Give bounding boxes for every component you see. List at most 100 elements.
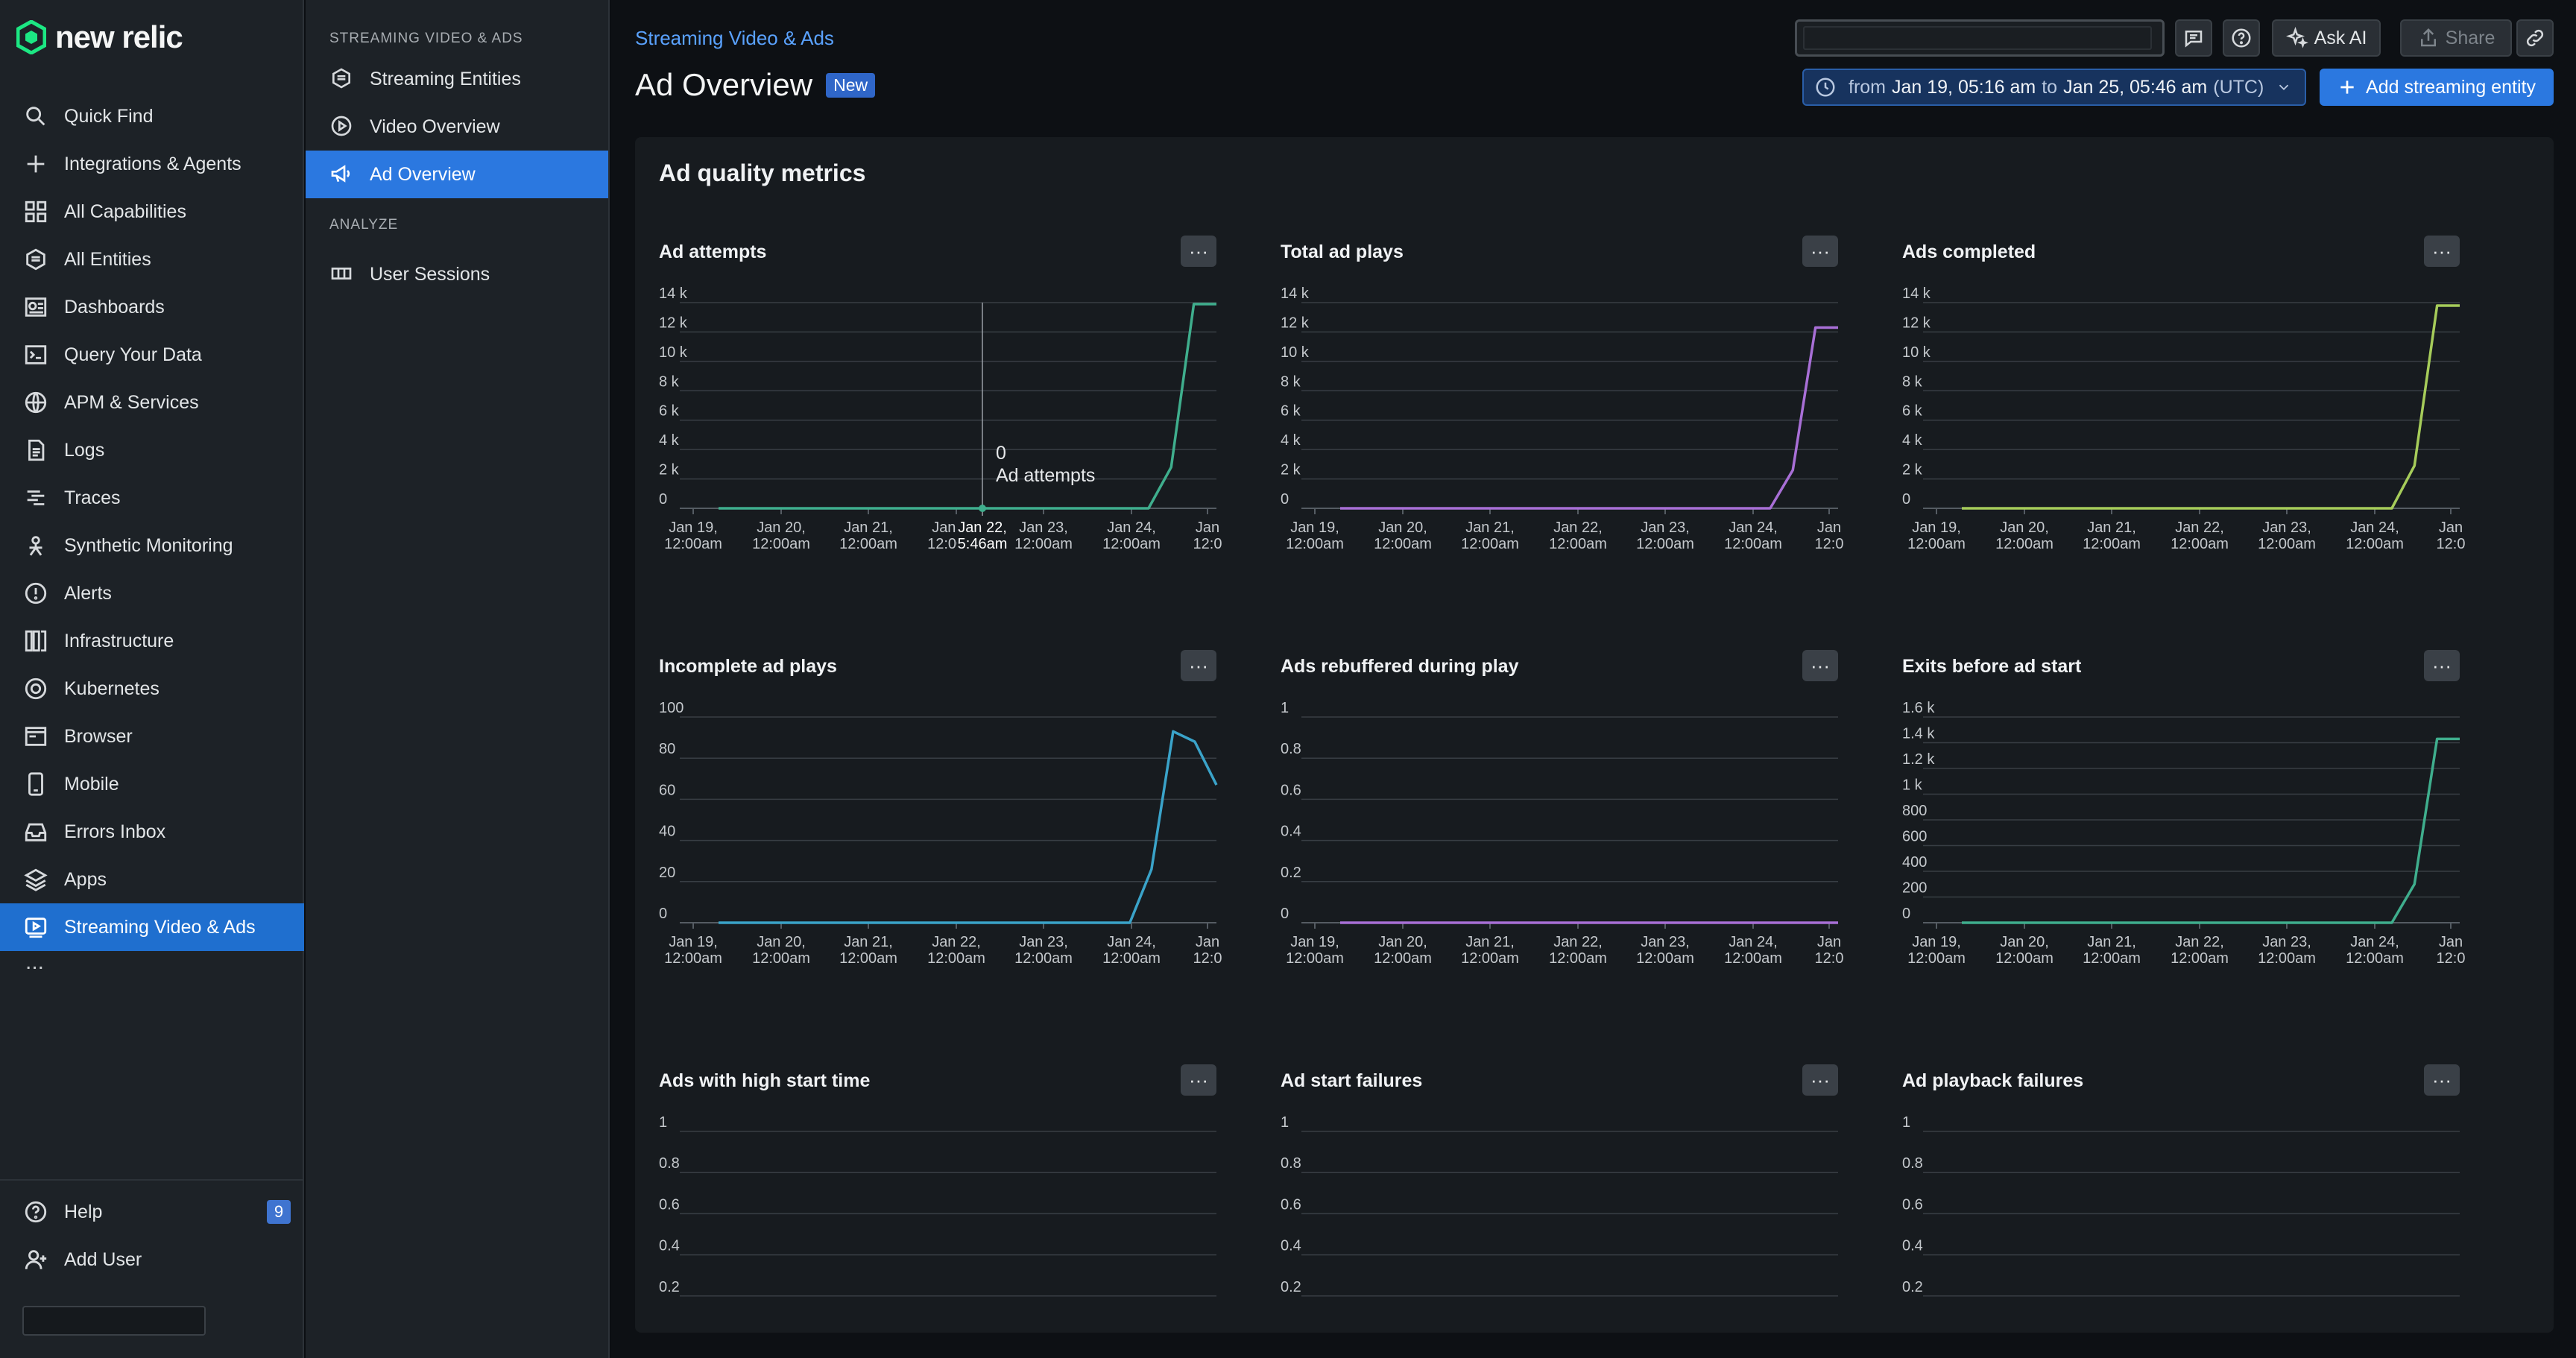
- widget-menu-button[interactable]: ···: [1802, 236, 1838, 267]
- nav-icon-wrap: [22, 723, 49, 750]
- widget-menu-button[interactable]: ···: [1181, 236, 1216, 267]
- nav-item-infrastructure[interactable]: Infrastructure: [0, 617, 304, 665]
- x-tick-label: 12:00am: [2258, 950, 2316, 967]
- chart-ad-start-failures[interactable]: 1 0.8 0.6 0.4 0.2: [1281, 1114, 1838, 1333]
- x-tick-label: 12:00am: [2346, 536, 2404, 552]
- series-line[interactable]: [719, 303, 1216, 510]
- x-tick-label: 12:00am: [1461, 950, 1519, 967]
- nav-item-synthetic-monitoring[interactable]: Synthetic Monitoring: [0, 522, 304, 569]
- chart-ads-with-high-start-time[interactable]: 1 0.8 0.6 0.4 0.2: [659, 1114, 1216, 1333]
- series-line[interactable]: [719, 730, 1218, 924]
- widget-title: Ads completed: [1902, 241, 2036, 262]
- mobile-icon: [28, 772, 43, 796]
- nav-item-apm-services[interactable]: APM & Services: [0, 379, 304, 426]
- nav-item-query-your-data[interactable]: Query Your Data: [0, 331, 304, 379]
- x-tick-label: Jan 24,: [2350, 934, 2399, 950]
- x-tick-label: 12:00am: [1995, 536, 2053, 552]
- nav-item-kubernetes[interactable]: Kubernetes: [0, 665, 304, 713]
- nav-item-traces[interactable]: Traces: [0, 474, 304, 522]
- share-button[interactable]: Share: [2400, 19, 2512, 57]
- add-entity-label: Add streaming entity: [2366, 76, 2536, 98]
- help-icon: [25, 1201, 47, 1223]
- subnav-item-user-sessions[interactable]: User Sessions: [306, 250, 608, 298]
- nav-item-streaming-video-ads[interactable]: Streaming Video & Ads: [0, 903, 304, 951]
- nav-footer-input[interactable]: [22, 1306, 206, 1336]
- widget-menu-button[interactable]: ···: [2424, 236, 2460, 267]
- streaming-icon: [25, 918, 47, 938]
- x-tick-label: 12:00am: [1374, 536, 1432, 552]
- x-tick-label: 12:0: [1815, 950, 1844, 967]
- nav-item-logs[interactable]: Logs: [0, 426, 304, 474]
- y-tick-label: 0: [1281, 906, 1289, 922]
- subnav-item-streaming-entities[interactable]: Streaming Entities: [306, 55, 608, 103]
- widget-menu-button[interactable]: ···: [1181, 1064, 1216, 1096]
- add-streaming-entity-button[interactable]: Add streaming entity: [2320, 69, 2554, 106]
- time-picker[interactable]: from Jan 19, 05:16 am to Jan 25, 05:46 a…: [1802, 69, 2306, 106]
- y-tick-label: 10 k: [1902, 344, 1931, 361]
- nav-more-button[interactable]: ...: [25, 950, 45, 974]
- nav-item-integrations-agents[interactable]: Integrations & Agents: [0, 140, 304, 188]
- widget-menu-button[interactable]: ···: [1181, 650, 1216, 681]
- copy-link-button[interactable]: [2516, 19, 2554, 57]
- help-circle-icon: [2232, 28, 2251, 48]
- time-to-label: to: [2042, 76, 2058, 98]
- nav-icon-wrap: [22, 151, 49, 177]
- help-button[interactable]: [2223, 19, 2260, 57]
- y-tick-label: 12 k: [659, 315, 688, 331]
- widget-title: Total ad plays: [1281, 241, 1404, 262]
- series-line[interactable]: [1340, 326, 1838, 510]
- y-tick-label: 200: [1902, 880, 1927, 897]
- feedback-button[interactable]: [2175, 19, 2212, 57]
- nav-item-errors-inbox[interactable]: Errors Inbox: [0, 808, 304, 856]
- ask-ai-button[interactable]: Ask AI: [2272, 19, 2381, 57]
- megaphone-icon: [331, 165, 350, 183]
- nav-icon-wrap: [22, 532, 49, 559]
- x-tick-label: 12:00am: [2083, 950, 2141, 967]
- time-from-label: from: [1849, 76, 1886, 98]
- nav-item-apps[interactable]: Apps: [0, 856, 304, 903]
- nav-item-label: Help: [64, 1201, 103, 1222]
- widget-menu-button[interactable]: ···: [1802, 1064, 1838, 1096]
- nav-item-label: Quick Find: [64, 105, 154, 127]
- new-relic-logo[interactable]: new relic: [16, 19, 183, 55]
- series-line[interactable]: [1962, 737, 2460, 924]
- nav-item-mobile[interactable]: Mobile: [0, 760, 304, 808]
- subnav-item-video-overview[interactable]: Video Overview: [306, 103, 608, 151]
- x-tick-label: 12:00am: [752, 950, 810, 967]
- x-tick-label: 12:00am: [1724, 536, 1782, 552]
- y-tick-label: 0.2: [659, 1279, 680, 1295]
- widget-menu-button[interactable]: ···: [2424, 650, 2460, 681]
- x-tick-label: Jan 22,: [1553, 934, 1603, 950]
- x-tick-label: 12:00am: [1907, 536, 1966, 552]
- x-tick-label: Jan: [1196, 519, 1219, 536]
- nav-icon-wrap: [22, 866, 49, 893]
- nav-item-all-capabilities[interactable]: All Capabilities: [0, 188, 304, 236]
- help-count-badge: 9: [267, 1200, 291, 1224]
- widget-menu-button[interactable]: ···: [1802, 650, 1838, 681]
- subnav-item-ad-overview[interactable]: Ad Overview: [306, 151, 608, 198]
- nav-icon-wrap: [22, 914, 49, 941]
- chart-ad-playback-failures[interactable]: 1 0.8 0.6 0.4 0.2: [1902, 1114, 2460, 1333]
- nav-item-add-user[interactable]: Add User: [0, 1236, 304, 1283]
- nav-item-quick-find[interactable]: Quick Find: [0, 92, 304, 140]
- y-tick-label: 0.4: [1281, 824, 1301, 840]
- nav-item-help[interactable]: Help 9: [0, 1188, 304, 1236]
- nav-item-alerts[interactable]: Alerts: [0, 569, 304, 617]
- x-tick-label: 12:00am: [1724, 950, 1782, 967]
- nav-item-dashboards[interactable]: Dashboards: [0, 283, 304, 331]
- widget-menu-button[interactable]: ···: [2424, 1064, 2460, 1096]
- nav-item-browser[interactable]: Browser: [0, 713, 304, 760]
- global-search-input[interactable]: [1795, 19, 2165, 57]
- nav-item-all-entities[interactable]: All Entities: [0, 236, 304, 283]
- nav-item-label: Query Your Data: [64, 344, 202, 365]
- series-line[interactable]: [1962, 304, 2460, 510]
- widget-ads-rebuffered-during-play: Ads rebuffered during play ··· 1 0.8 0.6 0.4…: [1257, 552, 1843, 967]
- x-tick-label: 12:00am: [1907, 950, 1966, 967]
- breadcrumb[interactable]: Streaming Video & Ads: [635, 27, 834, 49]
